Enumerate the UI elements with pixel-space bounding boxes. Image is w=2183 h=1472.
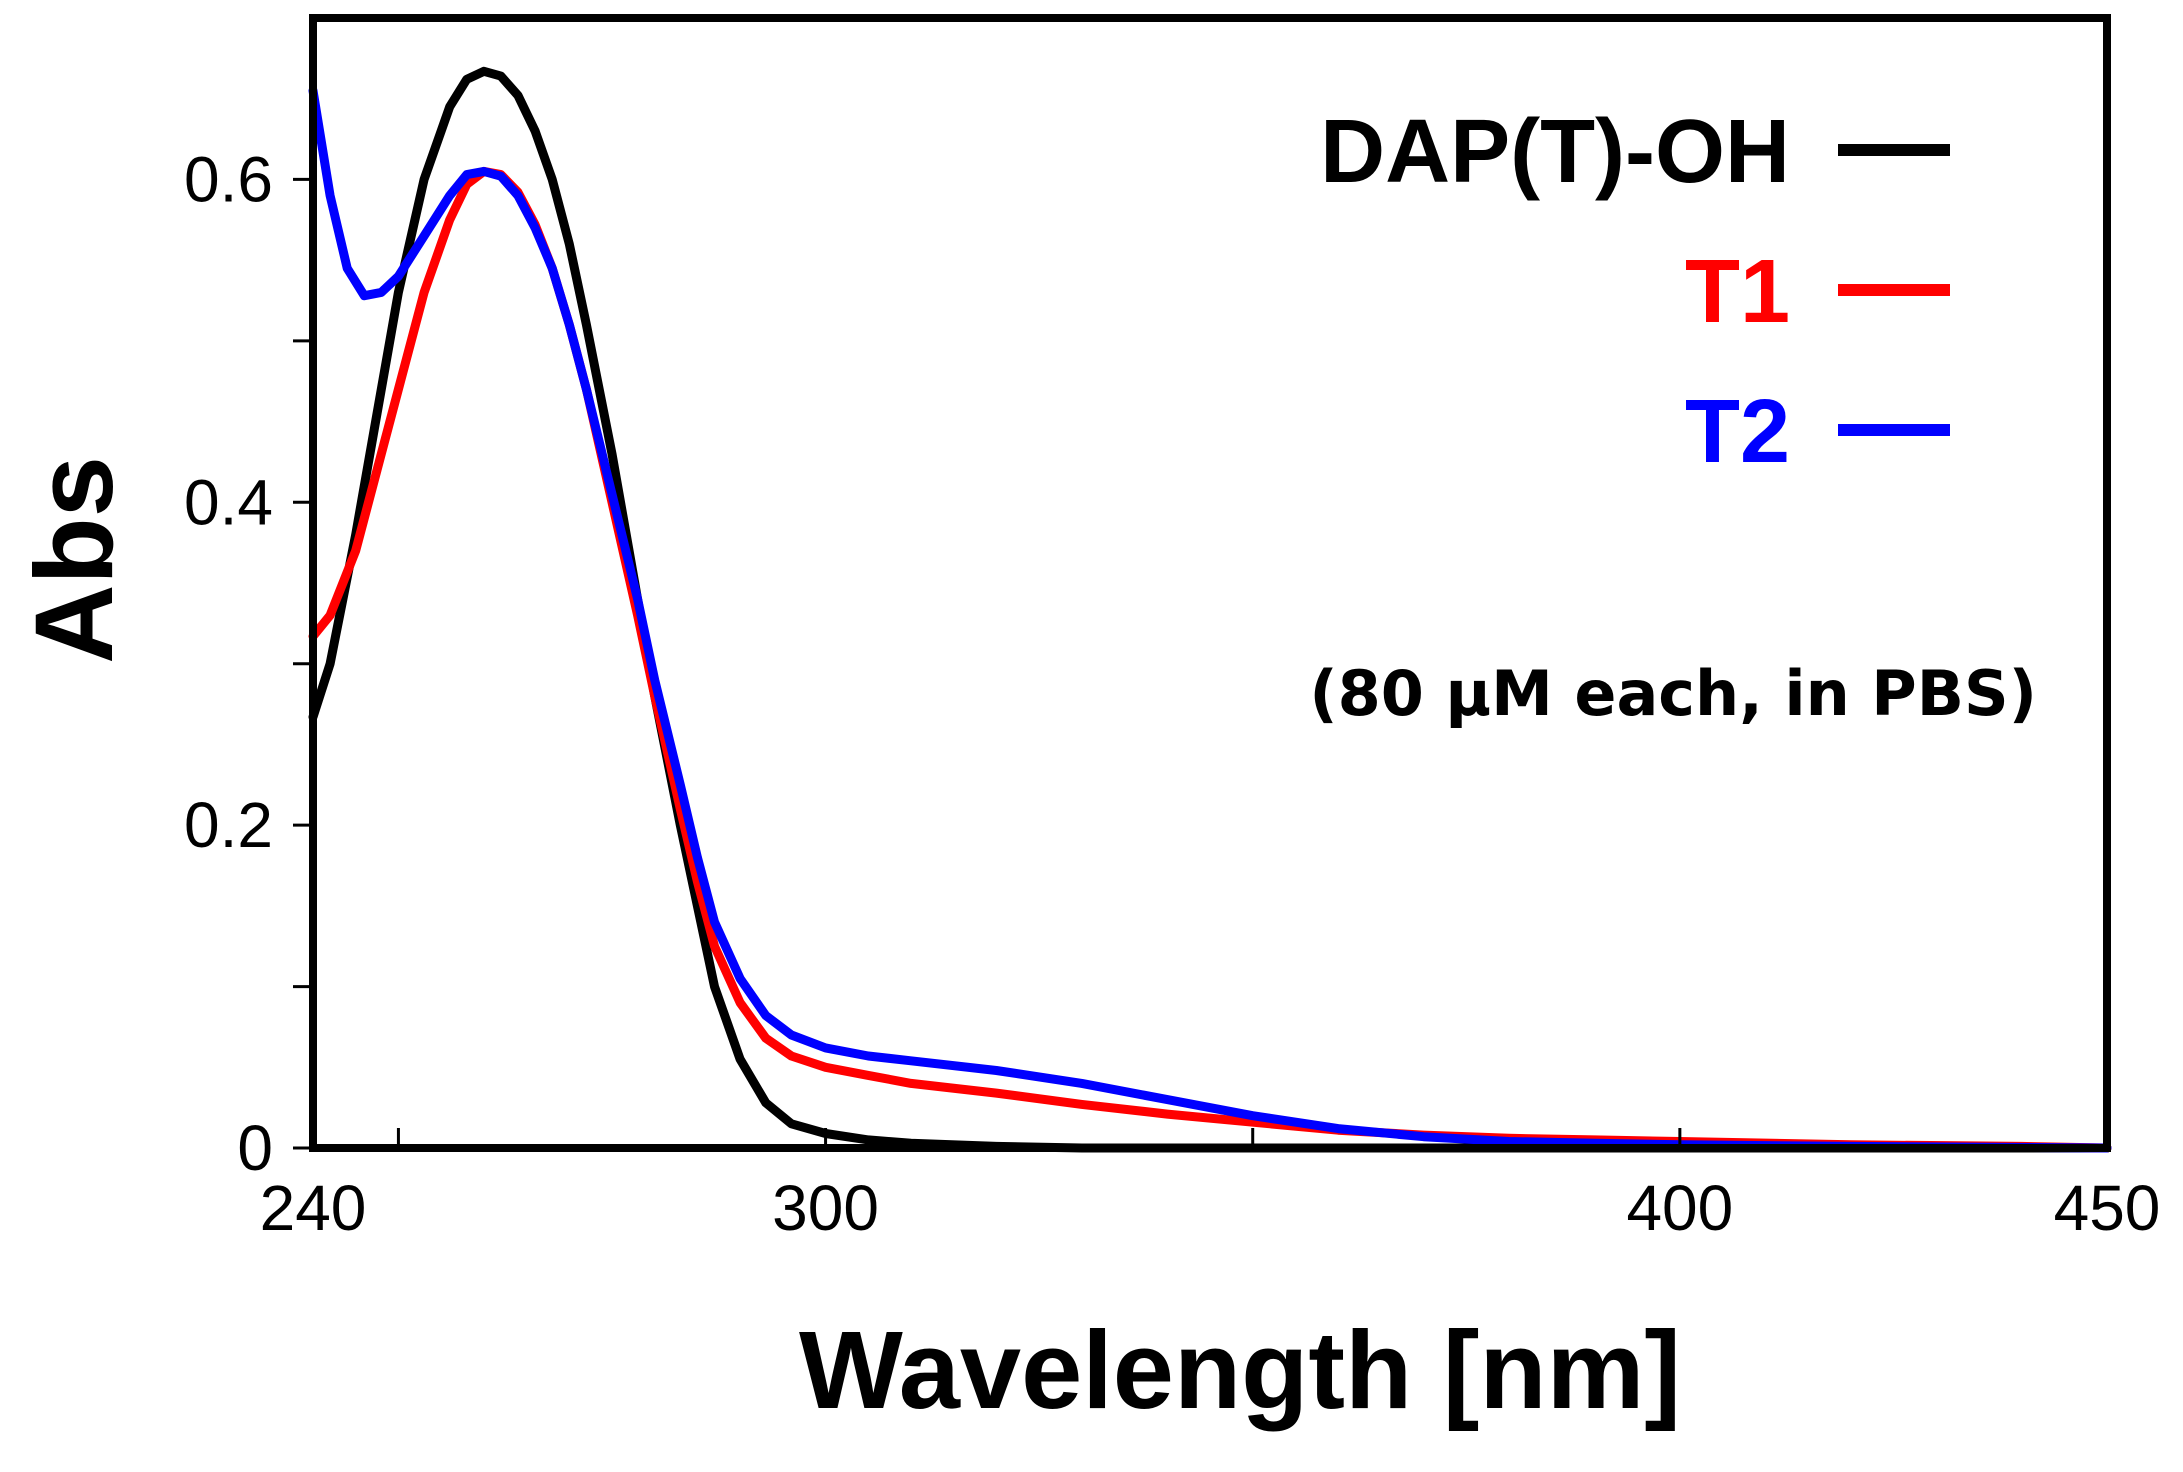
series-line-0 <box>308 66 2112 1153</box>
x-tick-label: 450 <box>2054 1172 2161 1244</box>
y-tick-label: 0.2 <box>184 789 273 861</box>
ticks-layer: 240 300 400 450 0 0.2 0.4 0.6 <box>184 143 2160 1244</box>
y-tick-label: 0 <box>237 1112 273 1184</box>
x-tick-label: 240 <box>260 1172 367 1244</box>
legend-label: T2 <box>1685 382 1790 482</box>
legend-label: T1 <box>1685 242 1790 342</box>
x-axis-title: Wavelength [nm] <box>799 1309 1681 1432</box>
y-axis-title: Abs <box>13 456 136 664</box>
y-tick-label: 0.6 <box>184 143 273 215</box>
plot-frame <box>309 14 2111 1152</box>
legend: DAP(T)-OH T1 T2 <box>1320 102 1950 482</box>
annotation-text: (80 μM each, in PBS) <box>1309 657 2037 730</box>
legend-label: DAP(T)-OH <box>1320 102 1790 202</box>
y-tick-label: 0.4 <box>184 466 273 538</box>
series-layer <box>308 66 2112 1153</box>
series-line-2 <box>308 86 2112 1153</box>
x-tick-label: 300 <box>772 1172 879 1244</box>
x-tick-label: 400 <box>1626 1172 1733 1244</box>
